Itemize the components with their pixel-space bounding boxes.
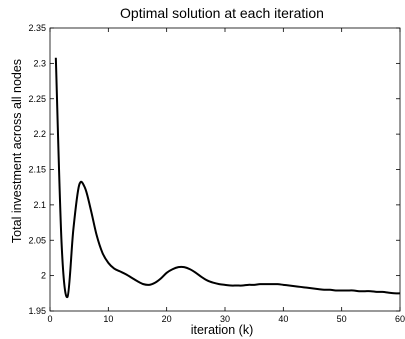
y-tick-label: 1.95 xyxy=(28,306,46,316)
y-tick-label: 2.25 xyxy=(28,94,46,104)
chart-title: Optimal solution at each iteration xyxy=(120,5,324,21)
y-tick-label: 2.2 xyxy=(33,129,46,139)
y-tick-label: 2.15 xyxy=(28,165,46,175)
x-tick-label: 10 xyxy=(103,314,113,324)
y-axis-label: Total investment across all nodes xyxy=(10,59,24,243)
y-tick-label: 2.35 xyxy=(28,23,46,33)
x-tick-label: 60 xyxy=(395,314,405,324)
x-axis-label: iteration (k) xyxy=(191,323,254,337)
x-tick-label: 30 xyxy=(220,314,230,324)
plot-area xyxy=(49,27,401,312)
y-tick-label: 2.3 xyxy=(33,58,46,68)
y-axis: 1.95 2 2.05 2.1 2.15 2.2 2.25 2.3 2.35 xyxy=(28,23,400,316)
x-tick-label: 50 xyxy=(337,314,347,324)
x-axis: 0 10 20 30 40 50 60 xyxy=(47,28,405,324)
y-tick-label: 2.05 xyxy=(28,235,46,245)
y-tick-label: 2.1 xyxy=(33,200,46,210)
y-tick-label: 2 xyxy=(41,271,46,281)
x-tick-label: 0 xyxy=(47,314,52,324)
x-tick-label: 40 xyxy=(278,314,288,324)
x-tick-label: 20 xyxy=(162,314,172,324)
series-line xyxy=(54,57,401,299)
